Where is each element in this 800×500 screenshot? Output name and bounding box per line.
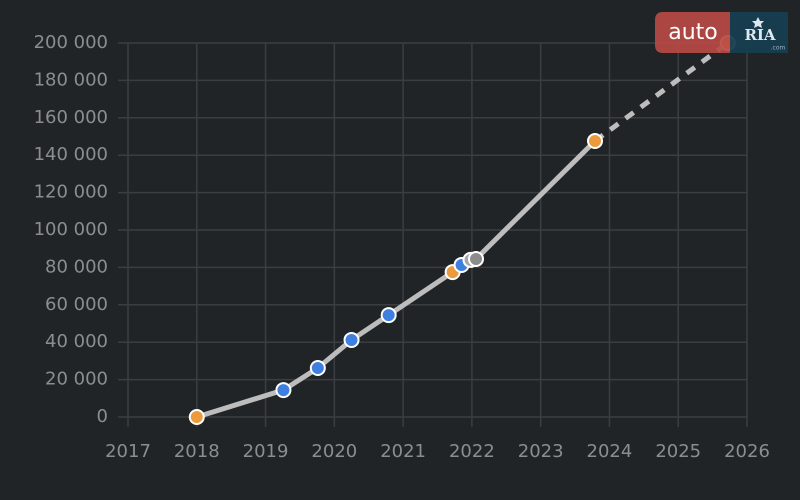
y-tick-label: 180 000 [34,69,108,90]
projection-line [593,40,730,143]
x-tick-label: 2021 [380,441,426,462]
x-tick-label: 2023 [518,441,564,462]
logo-mark: RIA [744,26,775,44]
data-point [587,132,604,149]
data-point [275,382,292,399]
x-tick-label: 2025 [655,441,701,462]
logo-star [752,17,764,28]
logo-domain: .com [771,45,786,52]
y-tick-label: 0 [97,406,108,427]
y-tick-label: 40 000 [45,331,108,352]
data-point [188,409,205,425]
plot-area: 0 20 000 40 000 60 000 80 000 100 000 120 000 1… [34,32,770,462]
y-tick-label: 80 000 [45,256,108,277]
x-tick-label: 2024 [587,441,633,462]
x-tick-label: 2019 [243,441,289,462]
data-point [309,360,326,377]
y-tick-label: 20 000 [45,369,108,390]
y-tick-label: 120 000 [34,182,108,203]
data-point [380,307,397,324]
x-tick-label: 2026 [724,441,770,462]
y-tick-label: 200 000 [34,32,108,53]
data-point [343,331,360,348]
logo-brand: auto [668,20,718,45]
y-tick-label: 160 000 [34,107,108,128]
y-tick-label: 60 000 [45,294,108,315]
x-tick-label: 2018 [174,441,220,462]
y-tick-label: 100 000 [34,219,108,240]
logo-red [655,12,730,53]
y-tick-label: 140 000 [34,144,108,165]
x-tick-label: 2022 [449,441,495,462]
logo-blue [730,12,788,53]
logo: auto RIA .com [655,12,788,53]
data-point [468,250,485,267]
x-tick-label: 2020 [311,441,357,462]
x-tick-label: 2017 [105,441,151,462]
